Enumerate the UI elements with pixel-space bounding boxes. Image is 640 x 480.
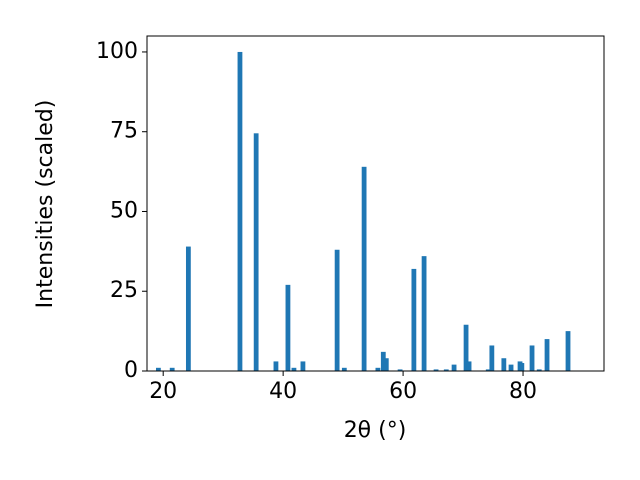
bar <box>341 367 347 371</box>
bar <box>443 369 449 371</box>
y-tick-label: 0 <box>124 358 138 383</box>
y-tick-label: 25 <box>110 278 138 303</box>
bar <box>565 331 571 371</box>
bar <box>501 358 507 371</box>
bar <box>411 268 417 371</box>
bar <box>285 284 291 371</box>
bar <box>489 345 495 371</box>
y-tick-label: 100 <box>96 39 138 64</box>
bar <box>334 249 340 371</box>
bar <box>383 358 389 371</box>
bar <box>380 351 386 371</box>
y-tick-label: 75 <box>110 119 138 144</box>
x-tick-label: 20 <box>149 379 177 404</box>
bar <box>185 246 191 371</box>
plot-frame <box>146 35 605 372</box>
bar <box>529 345 535 371</box>
bar <box>397 369 403 371</box>
x-tick-label: 40 <box>269 379 297 404</box>
bar <box>519 363 525 371</box>
bar <box>273 361 279 371</box>
bar <box>508 364 514 371</box>
bar <box>237 51 243 371</box>
bar <box>544 339 550 371</box>
bar <box>433 369 439 371</box>
bar <box>466 361 472 371</box>
bar <box>361 166 367 371</box>
bar <box>253 133 259 371</box>
bar <box>169 367 175 371</box>
bar <box>155 367 161 371</box>
y-tick-label: 50 <box>110 198 138 223</box>
bar <box>485 369 491 371</box>
bar <box>375 367 381 371</box>
bar <box>463 324 469 371</box>
bar <box>451 364 457 371</box>
x-tick-label: 80 <box>509 379 537 404</box>
bar <box>536 369 542 371</box>
y-axis-label: Intensities (scaled) <box>33 100 58 309</box>
bar <box>291 367 297 371</box>
bar <box>300 361 306 371</box>
x-axis-label: 2θ (°) <box>344 418 407 443</box>
bar <box>421 256 427 371</box>
x-tick-label: 60 <box>389 379 417 404</box>
